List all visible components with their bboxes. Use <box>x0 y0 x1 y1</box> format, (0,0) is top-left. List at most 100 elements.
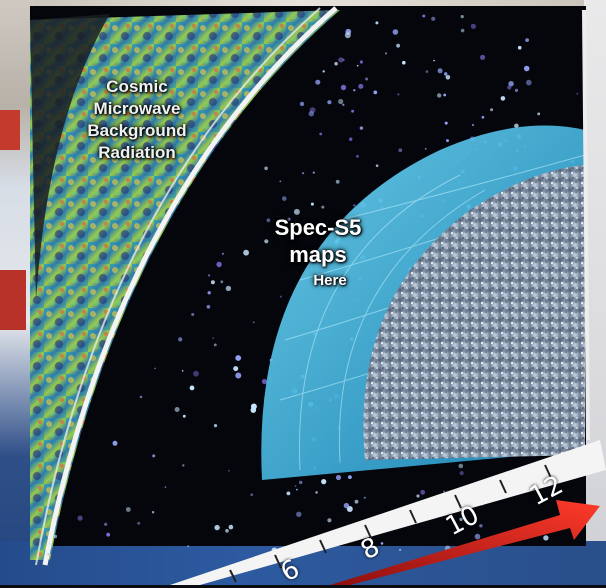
star-dot <box>334 62 338 66</box>
star-dot <box>353 89 356 92</box>
star-dot <box>321 205 325 209</box>
star-dot <box>396 43 400 48</box>
star-dot <box>207 274 211 277</box>
here-label: Here <box>313 272 347 289</box>
star-dot <box>182 464 185 467</box>
cmb-band <box>30 10 340 560</box>
star-dot <box>151 511 155 514</box>
star-dot <box>225 529 229 533</box>
star-dot <box>302 172 305 175</box>
star-dot <box>525 38 529 42</box>
star-dot <box>500 96 506 101</box>
red-panel <box>0 270 26 330</box>
star-dot <box>444 72 448 76</box>
star-dot <box>228 524 234 530</box>
star-dot <box>228 470 230 472</box>
star-dot <box>213 424 218 428</box>
star-dot <box>359 126 364 130</box>
star-dot <box>459 471 464 476</box>
star-dot <box>182 414 186 418</box>
cmb-inner-rim <box>42 6 338 566</box>
star-dot <box>214 524 220 531</box>
star-dot <box>264 239 269 244</box>
star-dot <box>264 166 268 171</box>
star-dot <box>294 485 297 487</box>
star-dot <box>106 532 111 537</box>
star-dot <box>235 355 242 361</box>
star-dot <box>399 548 402 552</box>
star-dot <box>152 454 156 458</box>
star-dot <box>344 32 351 39</box>
star-dot <box>279 295 282 298</box>
star-dot <box>356 154 359 158</box>
star-dot <box>154 367 156 370</box>
star-dot <box>459 517 463 522</box>
star-dot <box>343 502 350 509</box>
redshift-arrow <box>330 500 600 585</box>
star-dot <box>351 109 354 113</box>
red-panel <box>0 110 20 150</box>
star-dot <box>392 29 399 35</box>
star-dot <box>225 285 232 292</box>
star-dot <box>189 385 195 391</box>
star-dot <box>446 139 449 143</box>
star-dot <box>164 486 167 488</box>
star-dot <box>340 84 347 91</box>
star-dot <box>293 208 300 215</box>
star-dot <box>187 545 190 548</box>
star-dot <box>77 515 83 521</box>
star-dot <box>437 68 443 74</box>
star-dot <box>321 479 327 485</box>
spec-s5-label: Spec-S5 maps <box>274 215 362 267</box>
star-dot <box>250 403 257 410</box>
star-dot <box>354 499 359 504</box>
ruler-ticks <box>229 464 552 583</box>
star-dot <box>375 164 379 167</box>
star-dot <box>398 148 403 153</box>
star-dot <box>137 521 141 525</box>
star-dot <box>363 496 366 499</box>
star-dot <box>125 507 131 512</box>
star-dot <box>517 45 522 50</box>
star-dot <box>235 372 242 379</box>
star-dot <box>490 108 494 112</box>
star-dot <box>445 75 451 80</box>
star-dot <box>433 59 435 62</box>
star-dot <box>358 83 364 89</box>
distance-ruler-base <box>170 440 606 585</box>
star-dot <box>460 15 464 19</box>
star-dot <box>286 491 291 496</box>
star-dot <box>327 518 332 523</box>
star-dot <box>53 534 58 539</box>
star-dot <box>112 440 118 446</box>
star-dot <box>470 23 476 29</box>
star-dot <box>299 101 305 107</box>
star-dot <box>402 60 406 65</box>
star-dot <box>375 21 379 25</box>
star-dot <box>443 93 447 97</box>
star-dot <box>310 202 314 206</box>
star-dot <box>252 321 255 324</box>
star-dot <box>373 90 378 95</box>
star-dot <box>104 522 108 526</box>
star-dot <box>537 112 541 116</box>
star-dot <box>315 79 321 85</box>
star-dot <box>327 100 332 105</box>
star-dot <box>380 542 384 545</box>
star-dot <box>315 491 318 494</box>
star-dot <box>443 490 445 493</box>
star-dot <box>508 81 514 87</box>
star-dot <box>210 280 215 285</box>
star-dot <box>481 115 485 119</box>
star-dot <box>523 65 530 72</box>
star-dot <box>356 64 359 67</box>
star-dot <box>222 252 224 255</box>
star-dot <box>543 535 549 541</box>
star-dot <box>139 395 143 399</box>
star-dot <box>338 57 344 63</box>
star-dot <box>397 93 400 96</box>
background-wall-left <box>0 0 34 585</box>
star-dot <box>342 103 345 107</box>
star-dot <box>212 337 215 339</box>
star-dot <box>174 407 180 412</box>
